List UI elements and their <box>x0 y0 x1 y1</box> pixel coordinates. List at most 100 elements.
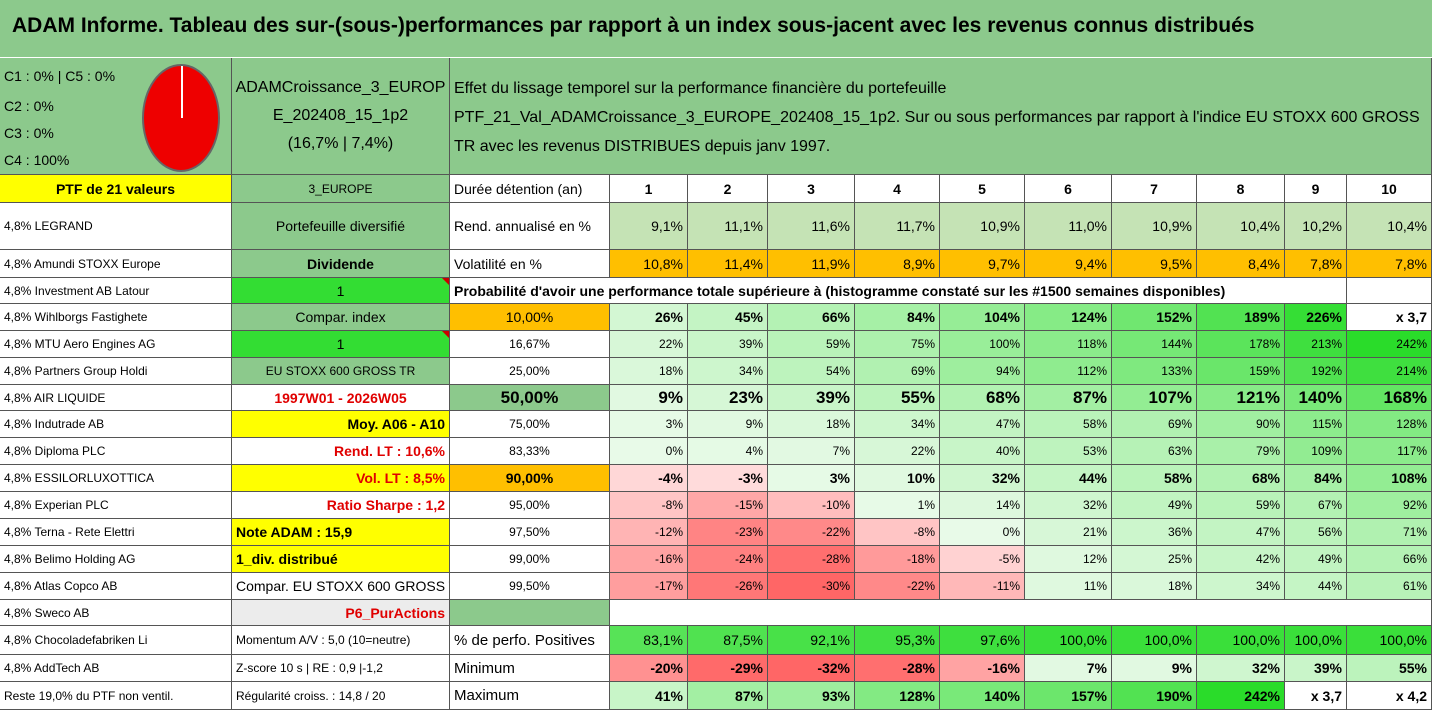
probability-title: Probabilité d'avoir une performance tota… <box>450 278 1347 304</box>
empty-cell <box>1347 278 1432 304</box>
duration-label: Durée détention (an) <box>450 175 610 203</box>
minimum-value: 32% <box>1197 655 1285 682</box>
positive-value: 100,0% <box>1112 626 1197 655</box>
percentile-value: 9% <box>610 385 688 411</box>
percentile-value: 40% <box>940 438 1025 465</box>
percentile-value: 115% <box>1285 411 1347 438</box>
percentile-value: 34% <box>855 411 940 438</box>
percentile-value: 189% <box>1197 304 1285 331</box>
vol-value: 10,8% <box>610 250 688 278</box>
percentile-value: -23% <box>688 519 768 546</box>
info-cell: Moy. A06 - A10 <box>232 411 450 438</box>
maximum-value: x 4,2 <box>1347 682 1432 710</box>
holding-name: 4,8% Atlas Copco AB <box>0 573 232 600</box>
legend-line: C2 : 0% <box>4 98 54 114</box>
percentile-value: 242% <box>1347 331 1432 358</box>
maximum-value: 128% <box>855 682 940 710</box>
holding-name: 4,8% Wihlborgs Fastighete <box>0 304 232 331</box>
percentile-value: 90% <box>1197 411 1285 438</box>
percentile-value: 58% <box>1112 465 1197 492</box>
percentile-value: 92% <box>1347 492 1432 519</box>
percentile-value: 144% <box>1112 331 1197 358</box>
percentile-value: -22% <box>768 519 855 546</box>
minimum-value: 7% <box>1025 655 1112 682</box>
description-line: Effet du lissage temporel sur la perform… <box>454 80 947 97</box>
maximum-value: 242% <box>1197 682 1285 710</box>
maximum-value: 41% <box>610 682 688 710</box>
percentile-value: 214% <box>1347 358 1432 385</box>
minimum-value: -29% <box>688 655 768 682</box>
percentile-value: 69% <box>855 358 940 385</box>
holding-name: 4,8% Indutrade AB <box>0 411 232 438</box>
percentile-value: 14% <box>940 492 1025 519</box>
percentile-value: 84% <box>1285 465 1347 492</box>
percentile-value: 45% <box>688 304 768 331</box>
comment-marker-icon <box>442 331 449 338</box>
fund-name-line: ADAMCroissance_3_EUROP <box>235 79 446 96</box>
percentile-value: -16% <box>610 546 688 573</box>
vol-value: 11,9% <box>768 250 855 278</box>
info-cell: Dividende <box>232 250 450 278</box>
percentile-value: 213% <box>1285 331 1347 358</box>
minimum-value: 39% <box>1285 655 1347 682</box>
ptf-count-label: PTF de 21 valeurs <box>0 175 232 203</box>
percentile-value: 112% <box>1025 358 1112 385</box>
year-header: 6 <box>1025 175 1112 203</box>
probability-level: 99,50% <box>450 573 610 600</box>
percentile-value: 36% <box>1112 519 1197 546</box>
probability-level: 10,00% <box>450 304 610 331</box>
description-line: TR avec les revenus DISTRIBUES depuis ja… <box>454 138 831 155</box>
info-cell: Ratio Sharpe : 1,2 <box>232 492 450 519</box>
minimum-value: -20% <box>610 655 688 682</box>
holding-name: 4,8% LEGRAND <box>0 203 232 250</box>
holding-name: 4,8% Amundi STOXX Europe <box>0 250 232 278</box>
percentile-value: -26% <box>688 573 768 600</box>
info-cell: Compar. EU STOXX 600 GROSS TR <box>232 573 450 600</box>
fund-name-line: E_202408_15_1p2 <box>272 107 409 124</box>
maximum-label: Maximum <box>450 682 610 710</box>
percentile-value: 66% <box>1347 546 1432 573</box>
rend-value: 10,2% <box>1285 203 1347 250</box>
holding-name: 4,8% Chocoladefabriken Li <box>0 626 232 655</box>
rend-value: 9,1% <box>610 203 688 250</box>
minimum-value: 9% <box>1112 655 1197 682</box>
vol-label: Volatilité en % <box>450 250 610 278</box>
maximum-value: 87% <box>688 682 768 710</box>
year-header: 2 <box>688 175 768 203</box>
percentile-value: 26% <box>610 304 688 331</box>
minimum-value: 55% <box>1347 655 1432 682</box>
percentile-value: -15% <box>688 492 768 519</box>
percentile-value: 0% <box>610 438 688 465</box>
info-cell: Régularité croiss. : 14,8 / 20 <box>232 682 450 710</box>
percentile-value: 22% <box>855 438 940 465</box>
positive-value: 97,6% <box>940 626 1025 655</box>
vol-value: 8,9% <box>855 250 940 278</box>
rend-value: 11,1% <box>688 203 768 250</box>
percentile-value: 32% <box>940 465 1025 492</box>
info-cell: Note ADAM : 15,9 <box>232 519 450 546</box>
info-cell: Z-score 10 s | RE : 0,9 |-1,2 <box>232 655 450 682</box>
rend-value: 11,0% <box>1025 203 1112 250</box>
legend-line: C4 : 100% <box>4 152 70 168</box>
positive-value: 100,0% <box>1197 626 1285 655</box>
percentile-value: 18% <box>1112 573 1197 600</box>
holding-name: 4,8% Terna - Rete Elettri <box>0 519 232 546</box>
percentile-value: 32% <box>1025 492 1112 519</box>
rend-value: 10,9% <box>1112 203 1197 250</box>
report-title: ADAM Informe. Tableau des sur-(sous-)per… <box>0 0 1432 58</box>
holding-name: 4,8% AIR LIQUIDE <box>0 385 232 411</box>
info-cell: Compar. index <box>232 304 450 331</box>
info-cell: Portefeuille diversifié <box>232 203 450 250</box>
minimum-value: -28% <box>855 655 940 682</box>
year-header: 1 <box>610 175 688 203</box>
percentile-value: -3% <box>688 465 768 492</box>
positive-value: 83,1% <box>610 626 688 655</box>
rend-label: Rend. annualisé en % <box>450 203 610 250</box>
percentile-value: -24% <box>688 546 768 573</box>
empty-cell <box>610 600 1432 626</box>
region-label: 3_EUROPE <box>232 175 450 203</box>
year-header: 9 <box>1285 175 1347 203</box>
positive-value: 100,0% <box>1025 626 1112 655</box>
percentile-value: 0% <box>940 519 1025 546</box>
percentile-value: -28% <box>768 546 855 573</box>
